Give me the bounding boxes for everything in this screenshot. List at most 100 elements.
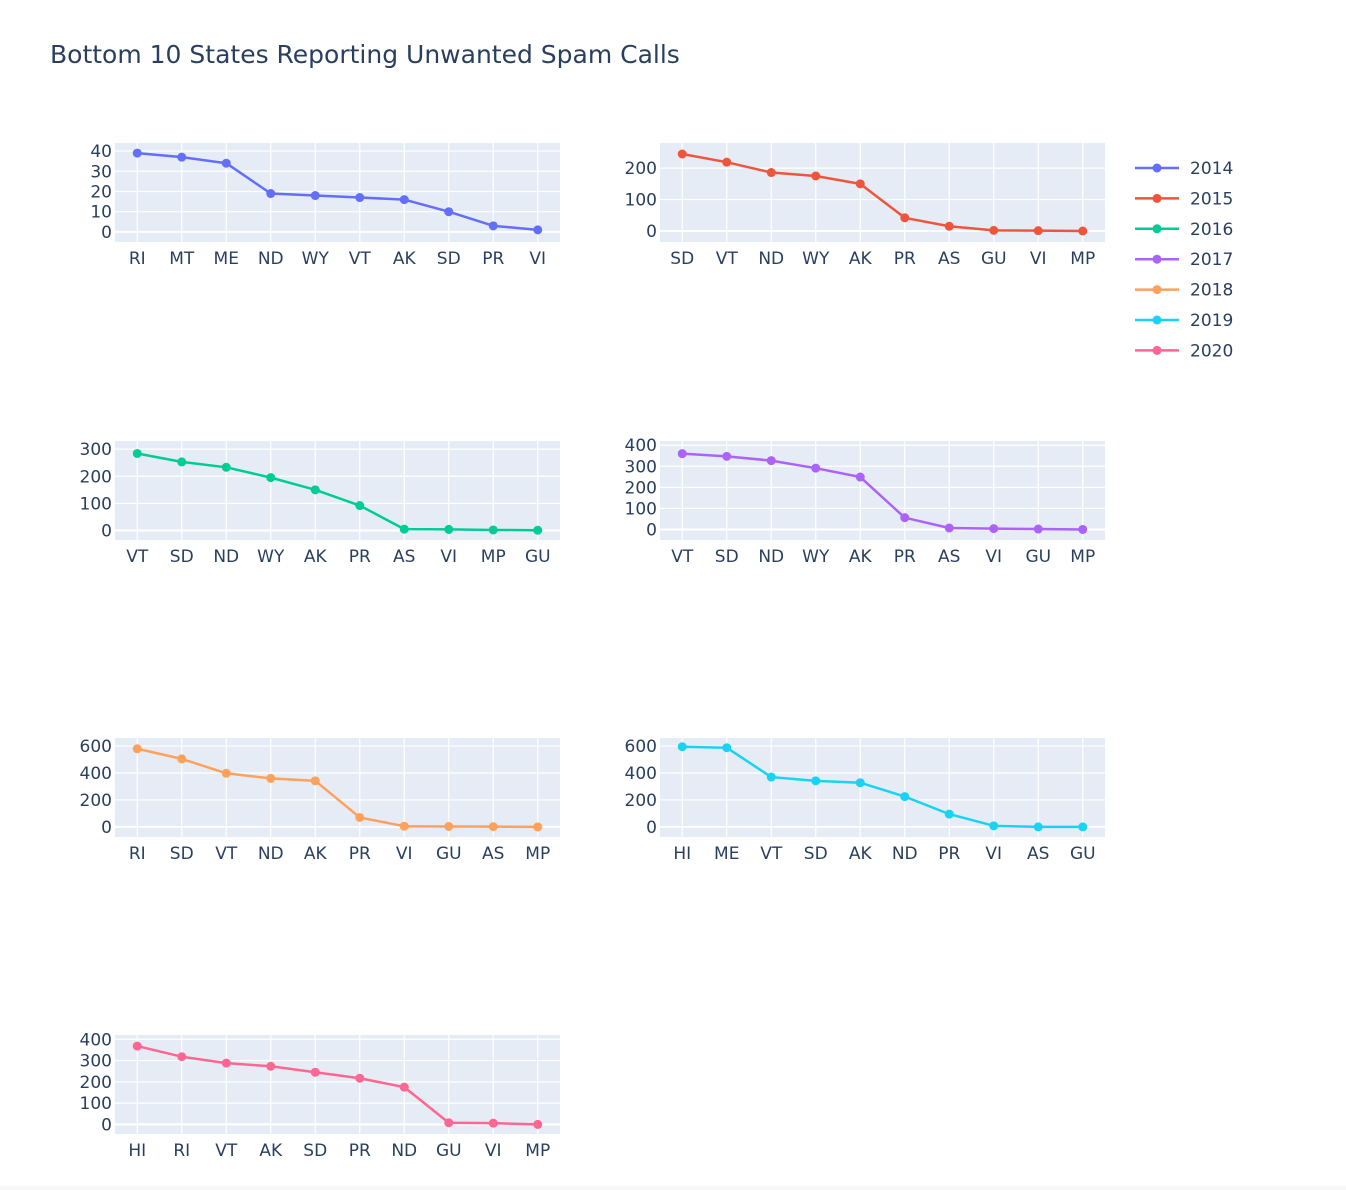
x-tick-label: AK: [304, 547, 328, 567]
data-point[interactable]: [399, 195, 409, 205]
data-point[interactable]: [221, 158, 231, 168]
data-point[interactable]: [989, 225, 999, 235]
data-point[interactable]: [722, 743, 732, 753]
x-tick-label: AK: [849, 249, 873, 269]
legend-item-2020[interactable]: 2020: [1135, 341, 1233, 361]
data-point[interactable]: [355, 193, 365, 203]
legend-item-2015[interactable]: 2015: [1135, 189, 1233, 209]
data-point[interactable]: [855, 179, 865, 189]
x-tick-label: PR: [938, 844, 960, 864]
data-point[interactable]: [355, 1073, 365, 1083]
subplot-2018: 0 200 400 600 RI SD VT ND AK PR VI GU AS MP: [80, 737, 560, 864]
data-point[interactable]: [677, 449, 687, 459]
data-point[interactable]: [944, 523, 954, 533]
data-point[interactable]: [488, 525, 498, 535]
legend-item-2016[interactable]: 2016: [1135, 220, 1233, 240]
data-point[interactable]: [221, 1058, 231, 1068]
data-point[interactable]: [944, 221, 954, 231]
x-tick-label: VI: [485, 1141, 502, 1161]
x-tick-label: SD: [170, 844, 194, 864]
legend-marker: [1152, 163, 1162, 173]
x-tick-label: ME: [714, 844, 739, 864]
data-point[interactable]: [533, 225, 543, 235]
y-tick-label: 300: [625, 457, 657, 477]
data-point[interactable]: [310, 191, 320, 201]
plot-area: [115, 441, 560, 540]
data-point[interactable]: [989, 524, 999, 534]
legend-item-2017[interactable]: 2017: [1135, 250, 1233, 270]
data-point[interactable]: [533, 525, 543, 535]
data-point[interactable]: [900, 792, 910, 802]
data-point[interactable]: [488, 1118, 498, 1128]
data-point[interactable]: [766, 772, 776, 782]
data-point[interactable]: [811, 171, 821, 181]
data-point[interactable]: [310, 485, 320, 495]
data-point[interactable]: [1033, 822, 1043, 832]
data-point[interactable]: [444, 1118, 454, 1128]
data-point[interactable]: [533, 1119, 543, 1129]
x-tick-label: ND: [758, 547, 784, 567]
data-point[interactable]: [355, 812, 365, 822]
data-point[interactable]: [221, 462, 231, 472]
x-tick-label: HI: [128, 1141, 146, 1161]
data-point[interactable]: [177, 1052, 187, 1062]
series-line-2016: [137, 452, 538, 532]
data-point[interactable]: [766, 168, 776, 178]
legend-item-2018[interactable]: 2018: [1135, 281, 1233, 301]
series-line-2018: [136, 747, 538, 829]
data-point[interactable]: [1033, 524, 1043, 534]
data-point[interactable]: [132, 1041, 142, 1051]
data-point[interactable]: [266, 189, 276, 199]
data-point[interactable]: [533, 822, 543, 832]
data-point[interactable]: [1078, 822, 1088, 832]
data-point[interactable]: [900, 213, 910, 223]
legend-item-2019[interactable]: 2019: [1135, 311, 1233, 331]
y-tick-label: 600: [80, 737, 112, 757]
data-point[interactable]: [811, 463, 821, 473]
x-tick-label: AK: [393, 249, 417, 269]
data-point[interactable]: [444, 821, 454, 831]
data-point[interactable]: [677, 149, 687, 159]
y-tick-label: 40: [90, 142, 112, 162]
data-point[interactable]: [355, 501, 365, 511]
data-point[interactable]: [132, 148, 142, 158]
legend-marker: [1152, 224, 1162, 234]
data-point[interactable]: [766, 456, 776, 466]
data-point[interactable]: [811, 776, 821, 786]
data-point[interactable]: [989, 821, 999, 831]
data-point[interactable]: [677, 742, 687, 752]
data-point[interactable]: [1078, 226, 1088, 236]
data-point[interactable]: [266, 1061, 276, 1071]
data-point[interactable]: [444, 207, 454, 217]
data-point[interactable]: [266, 773, 276, 783]
data-point[interactable]: [722, 451, 732, 461]
data-point[interactable]: [900, 513, 910, 523]
data-point[interactable]: [488, 221, 498, 231]
x-tick-label: ND: [391, 1141, 417, 1161]
data-point[interactable]: [944, 809, 954, 819]
data-point[interactable]: [177, 457, 187, 467]
data-point[interactable]: [722, 157, 732, 167]
x-tick-label: SD: [804, 844, 828, 864]
y-tick-label: 200: [625, 791, 657, 811]
data-point[interactable]: [855, 472, 865, 482]
data-point[interactable]: [310, 776, 320, 786]
data-point[interactable]: [855, 778, 865, 788]
legend-item-2014[interactable]: 2014: [1135, 159, 1233, 179]
data-point[interactable]: [266, 473, 276, 483]
data-point[interactable]: [310, 1067, 320, 1077]
data-point[interactable]: [1078, 524, 1088, 534]
data-point[interactable]: [177, 754, 187, 764]
data-point[interactable]: [132, 448, 142, 458]
data-point[interactable]: [1033, 226, 1043, 236]
data-point[interactable]: [444, 524, 454, 534]
data-point[interactable]: [399, 1082, 409, 1092]
x-tick-label: VI: [440, 547, 457, 567]
data-point[interactable]: [488, 822, 498, 832]
data-point[interactable]: [132, 744, 142, 754]
data-point[interactable]: [221, 768, 231, 778]
data-point[interactable]: [399, 524, 409, 534]
data-point[interactable]: [177, 152, 187, 162]
data-point[interactable]: [399, 821, 409, 831]
x-tick-label: VI: [529, 249, 546, 269]
